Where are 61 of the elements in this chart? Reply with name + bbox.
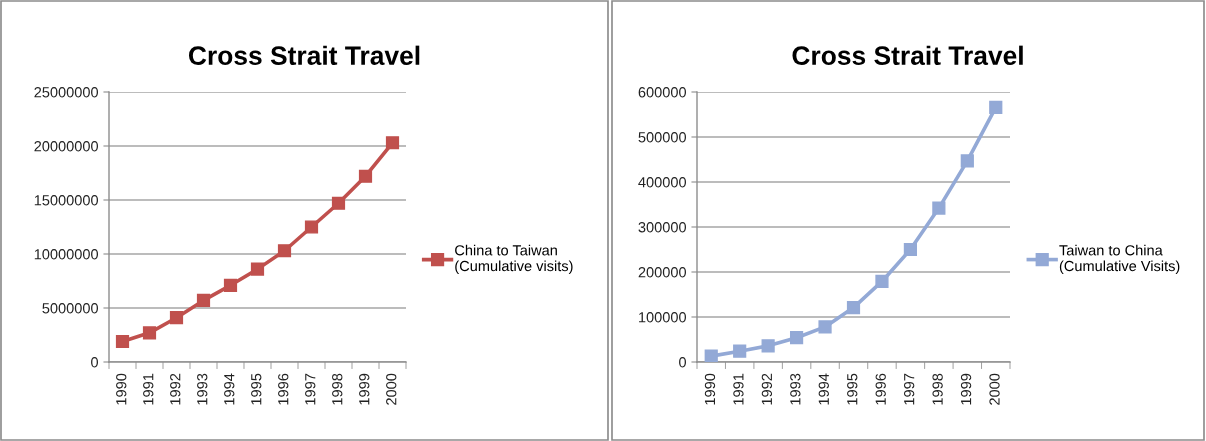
chart-title: Cross Strait Travel bbox=[188, 45, 420, 66]
point bbox=[932, 201, 946, 215]
point bbox=[358, 169, 373, 183]
x-tick-label: 1995 bbox=[251, 373, 262, 405]
y-tick-label: 400000 bbox=[638, 177, 687, 188]
point bbox=[903, 242, 918, 257]
point bbox=[818, 320, 832, 334]
point bbox=[277, 244, 292, 258]
x-tick-label: 1993 bbox=[790, 373, 801, 405]
point bbox=[142, 326, 157, 340]
y-tick-label: 5000000 bbox=[42, 303, 99, 314]
point bbox=[989, 100, 1003, 114]
x-tick-label: 2000 bbox=[386, 373, 397, 405]
x-tick-label: 1998 bbox=[932, 373, 943, 405]
x-tick-label: 1993 bbox=[197, 373, 208, 405]
x-tick-label: 1990 bbox=[116, 373, 127, 405]
x-tick-label: 1991 bbox=[143, 373, 154, 405]
chart-title: Cross Strait Travel bbox=[792, 45, 1023, 66]
x-tick-label: 1994 bbox=[224, 373, 235, 405]
y-tick-label: 100000 bbox=[639, 312, 687, 323]
x-tick-label: 1992 bbox=[761, 373, 773, 405]
x-tick-label: 1996 bbox=[875, 373, 886, 405]
y-tick-label: 25000000 bbox=[34, 87, 99, 98]
x-tick-label: 1992 bbox=[170, 373, 181, 405]
y-tick-label: 20000000 bbox=[34, 141, 99, 152]
y-tick-label: 500000 bbox=[638, 132, 687, 143]
point bbox=[169, 311, 184, 325]
point bbox=[304, 220, 319, 234]
point bbox=[385, 136, 400, 150]
point bbox=[846, 300, 861, 315]
point bbox=[223, 278, 238, 292]
x-tick-label: 2000 bbox=[989, 373, 1000, 405]
point bbox=[761, 339, 775, 353]
x-tick-label: 1990 bbox=[704, 373, 716, 405]
y-tick-label: 200000 bbox=[638, 267, 687, 278]
point bbox=[704, 349, 718, 362]
y-tick-label: 10000000 bbox=[34, 249, 99, 260]
point bbox=[250, 262, 265, 276]
point bbox=[733, 344, 747, 358]
point bbox=[331, 196, 346, 210]
x-tick-label: 1999 bbox=[960, 373, 972, 405]
x-tick-label: 1998 bbox=[332, 373, 343, 405]
x-tick-label: 1994 bbox=[818, 373, 829, 405]
legend-label: China to Taiwan (Cumulative visits) bbox=[455, 244, 573, 275]
y-tick-label: 300000 bbox=[638, 222, 687, 233]
x-tick-label: 1997 bbox=[904, 373, 915, 405]
point bbox=[875, 274, 889, 289]
x-tick-label: 1999 bbox=[359, 373, 370, 405]
y-tick-label: 600000 bbox=[638, 87, 687, 98]
x-tick-label: 1996 bbox=[278, 373, 289, 405]
y-tick-label: 0 bbox=[91, 357, 99, 368]
legend-label: Taiwan to China (Cumulative Visits) bbox=[1059, 244, 1180, 275]
x-tick-label: 1997 bbox=[305, 373, 316, 405]
x-tick-label: 1995 bbox=[847, 373, 858, 405]
y-tick-label: 0 bbox=[679, 357, 687, 368]
point bbox=[960, 154, 974, 168]
y-tick-label: 15000000 bbox=[34, 195, 99, 206]
x-tick-label: 1991 bbox=[733, 373, 744, 405]
point bbox=[115, 334, 130, 349]
point bbox=[196, 293, 211, 308]
point bbox=[789, 331, 804, 345]
